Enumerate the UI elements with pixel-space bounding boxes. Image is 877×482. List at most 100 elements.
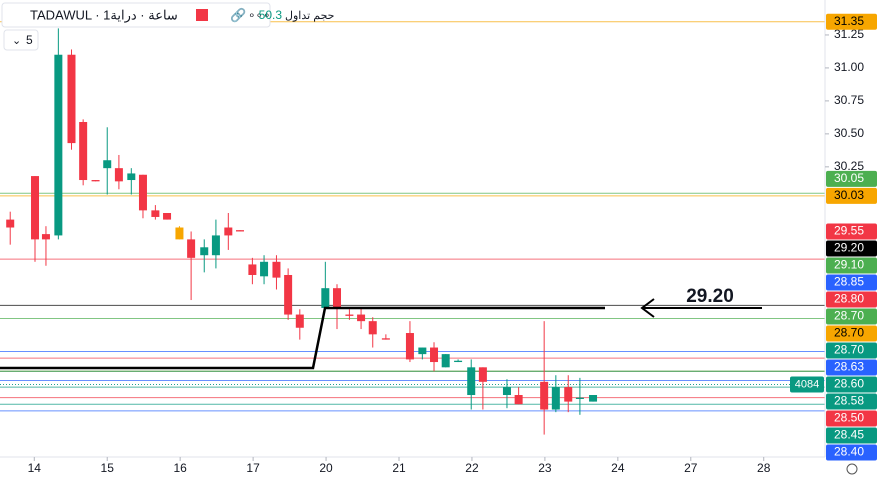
candle-body bbox=[224, 227, 233, 236]
candle-body bbox=[103, 160, 112, 169]
candle-body bbox=[200, 247, 209, 256]
price-label: 30.05 bbox=[834, 171, 864, 185]
chevron: ⌄ bbox=[12, 35, 21, 47]
candle-body bbox=[514, 395, 523, 405]
candle-body bbox=[91, 180, 100, 182]
x-tick-label: 20 bbox=[319, 461, 333, 475]
price-label-box bbox=[826, 410, 877, 427]
price-label: 28.40 bbox=[834, 445, 864, 459]
current-badge-box bbox=[790, 376, 824, 393]
candle-body bbox=[540, 381, 549, 410]
candle-body bbox=[321, 288, 330, 308]
price-label-box bbox=[826, 359, 877, 376]
candle-body bbox=[430, 347, 439, 363]
candle-body bbox=[418, 347, 427, 355]
candle-body bbox=[454, 360, 463, 363]
symbol: TADAWUL · 1ساعة · دراية bbox=[30, 7, 178, 23]
price-label-box bbox=[826, 291, 877, 308]
price-label: 28.45 bbox=[834, 428, 864, 442]
price-label-box bbox=[826, 257, 877, 274]
price-label-box bbox=[826, 325, 877, 342]
candle-body bbox=[6, 219, 15, 228]
price-label: 29.55 bbox=[834, 224, 864, 238]
interval[interactable]: 5 bbox=[26, 33, 33, 47]
x-tick-label: 27 bbox=[684, 461, 698, 475]
interval-box[interactable] bbox=[3, 29, 39, 51]
candle-body bbox=[589, 395, 598, 402]
price-label-box bbox=[826, 274, 877, 291]
y-tick-label: 30.75 bbox=[834, 93, 864, 107]
y-tick-label: 30.25 bbox=[834, 159, 864, 173]
x-tick-label: 22 bbox=[465, 461, 479, 475]
settings-icon[interactable] bbox=[846, 463, 858, 475]
candle-body bbox=[260, 261, 269, 277]
price-label-box bbox=[826, 170, 877, 187]
price-label: 28.85 bbox=[834, 275, 864, 289]
candle-body bbox=[478, 367, 487, 382]
flag-icon bbox=[196, 9, 208, 21]
candle-body bbox=[357, 314, 366, 322]
candle-body bbox=[441, 354, 450, 368]
candle-body bbox=[138, 174, 147, 211]
candle-body bbox=[79, 121, 88, 181]
candle-body bbox=[405, 333, 414, 360]
candle-body bbox=[295, 314, 304, 328]
price-label: 28.80 bbox=[834, 292, 864, 306]
price-label-box bbox=[826, 13, 877, 30]
price-label: 31.35 bbox=[834, 14, 864, 28]
link-icon: 🔗 bbox=[230, 6, 246, 23]
x-tick-label: 15 bbox=[101, 461, 115, 475]
candle-body bbox=[67, 54, 76, 144]
price-label: 29.20 bbox=[834, 241, 864, 255]
price-label-box bbox=[826, 223, 877, 240]
price-label: 28.58 bbox=[834, 394, 864, 408]
price-label: 28.70 bbox=[834, 326, 864, 340]
annotation: 29.20 bbox=[686, 286, 734, 307]
x-tick-label: 16 bbox=[173, 461, 187, 475]
price-label-box bbox=[826, 444, 877, 461]
candle-body bbox=[54, 54, 63, 236]
price-label: 28.70 bbox=[834, 309, 864, 323]
price-label: 30.03 bbox=[834, 188, 864, 202]
x-tick-label: 28 bbox=[757, 461, 771, 475]
candle-body bbox=[175, 227, 184, 240]
arrow-head bbox=[640, 298, 655, 318]
candle-body bbox=[248, 264, 257, 275]
drawn-line bbox=[0, 306, 605, 370]
price-label-box bbox=[826, 308, 877, 325]
x-tick-label: 23 bbox=[538, 461, 552, 475]
price-label: 28.60 bbox=[834, 377, 864, 391]
candle-body bbox=[31, 176, 40, 240]
axis: 31.25 31.00 30.75 30.50 30.25 14 15 16 17 20 21 22 2… bbox=[28, 13, 877, 475]
y-tick-label: 31.25 bbox=[834, 27, 864, 41]
candle-body bbox=[345, 314, 354, 316]
candle-body bbox=[114, 168, 123, 182]
y-tick-label: 30.50 bbox=[834, 126, 864, 140]
price-label-box bbox=[826, 187, 877, 204]
candle-body bbox=[368, 321, 377, 335]
price-label: 28.50 bbox=[834, 411, 864, 425]
y-tick-label: 31.00 bbox=[834, 60, 864, 74]
candle-body bbox=[187, 239, 196, 258]
candle-body bbox=[564, 387, 573, 402]
candle-body bbox=[551, 387, 560, 410]
price-label-box bbox=[826, 240, 877, 257]
price-label: 28.70 bbox=[834, 343, 864, 357]
candle-body bbox=[575, 397, 584, 399]
volume-label: حجم تداول bbox=[285, 10, 334, 22]
candle-body bbox=[502, 387, 511, 396]
candle-body bbox=[272, 261, 281, 278]
price-label-box bbox=[826, 342, 877, 359]
volume-value: 50.3 bbox=[259, 8, 283, 22]
candle-body bbox=[333, 288, 342, 308]
candle-body bbox=[235, 230, 244, 232]
candle-body bbox=[41, 234, 50, 240]
candle-body bbox=[163, 213, 172, 220]
x-tick-label: 24 bbox=[611, 461, 625, 475]
candle-body bbox=[381, 338, 390, 340]
plot bbox=[0, 21, 825, 435]
candle-body bbox=[127, 173, 136, 181]
more-icon: ∘∘∘ bbox=[248, 8, 271, 22]
candle-body bbox=[211, 235, 220, 256]
